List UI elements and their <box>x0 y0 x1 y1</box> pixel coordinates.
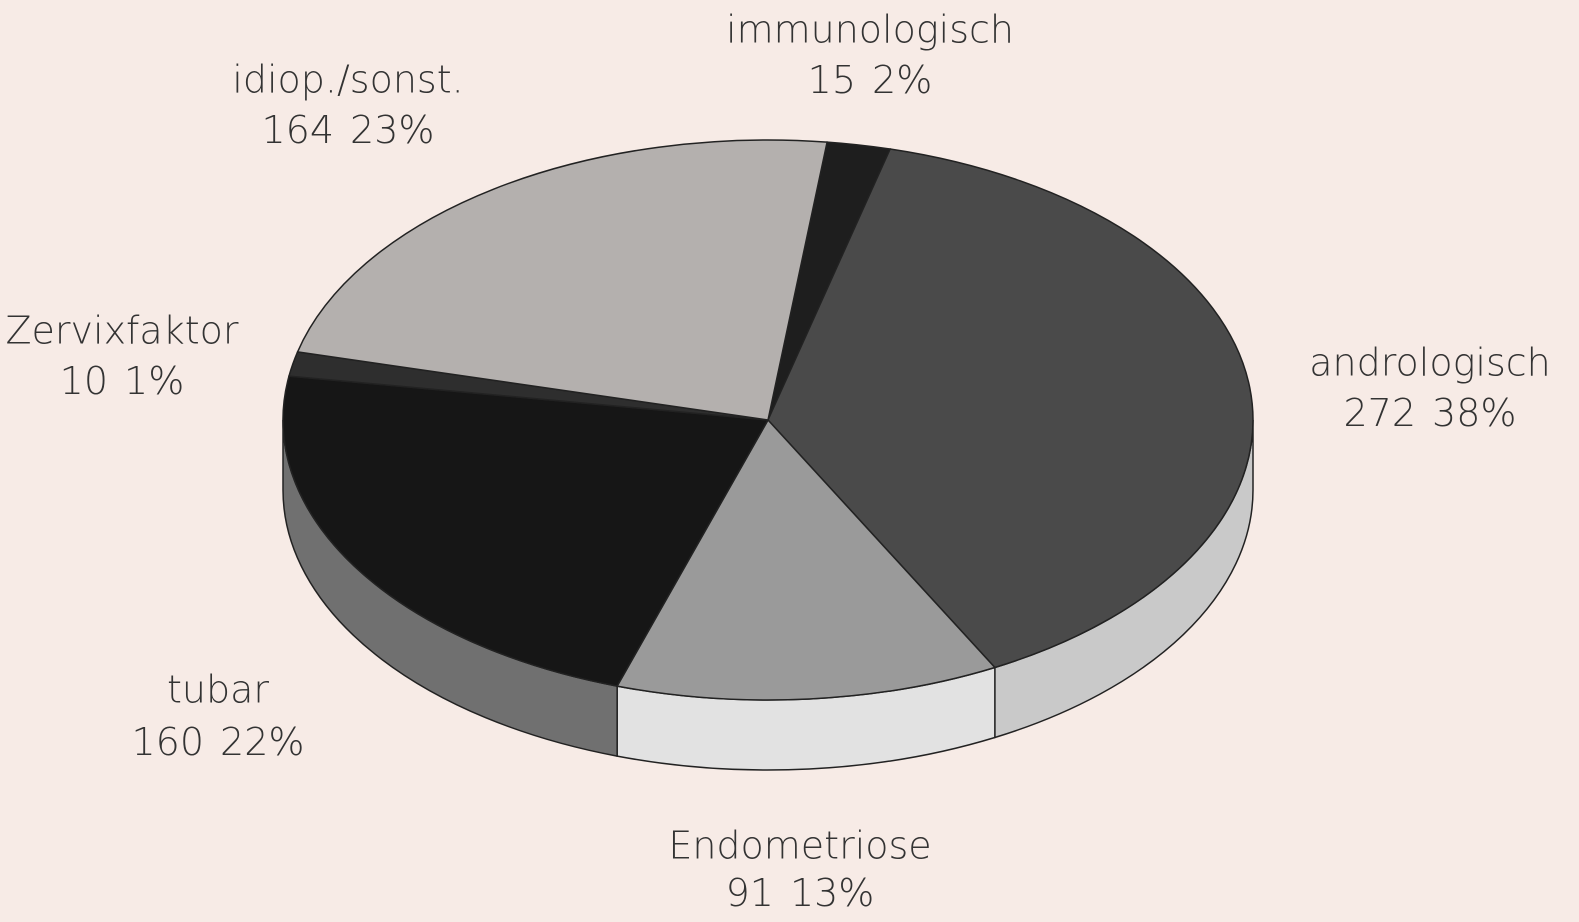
slice-label: immunologisch <box>726 8 1014 52</box>
slice-count: 91 <box>726 871 774 915</box>
pie-slice <box>282 375 770 687</box>
slice-value-label: 164 23% <box>262 108 435 152</box>
slice-value-label: 15 2% <box>808 58 933 102</box>
slice-label: idiop./sonst. <box>232 58 463 102</box>
slice-percent: 38% <box>1432 391 1516 435</box>
slice-value-label: 91 13% <box>726 871 875 915</box>
slice-count: 164 <box>262 108 335 152</box>
pie <box>282 139 1254 771</box>
slice-value-label: 272 38% <box>1344 391 1517 435</box>
labels: immunologisch 15 2% andrologisch 272 38% Endom… <box>5 8 1550 915</box>
slice-count: 15 <box>808 58 856 102</box>
slice-percent: 22% <box>220 720 304 764</box>
slice-count: 272 <box>1344 391 1417 435</box>
slice-count: 10 <box>60 359 108 403</box>
pie-slice <box>296 139 829 421</box>
slice-percent: 23% <box>350 108 434 152</box>
slice-value-label: 160 22% <box>132 720 305 764</box>
slice-label: andrologisch <box>1309 341 1550 385</box>
slice-count: 160 <box>132 720 205 764</box>
slice-percent: 13% <box>790 871 874 915</box>
slice-label: Zervixfaktor <box>5 309 238 353</box>
slice-label: tubar <box>167 668 269 712</box>
slice-label: Endometriose <box>668 824 931 868</box>
slice-percent: 1% <box>124 359 184 403</box>
pie-slice <box>615 418 997 701</box>
slice-value-label: 10 1% <box>60 359 185 403</box>
pie-slice <box>767 148 1254 669</box>
slice-percent: 2% <box>872 58 932 102</box>
